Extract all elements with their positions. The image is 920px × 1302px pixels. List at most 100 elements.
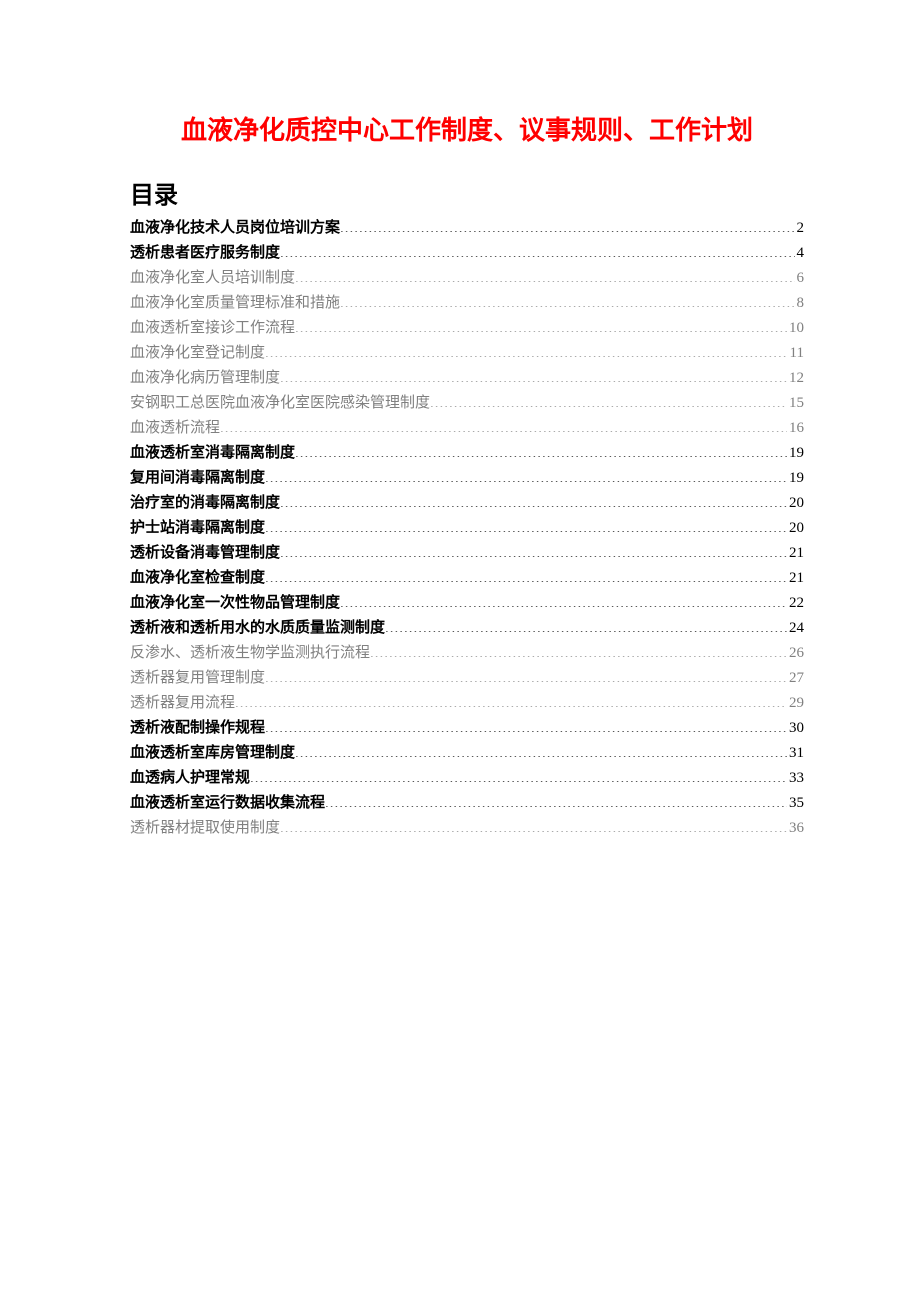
toc-item-label: 血液净化室质量管理标准和措施: [130, 291, 340, 316]
toc-item: 血液透析室库房管理制度 31: [130, 741, 804, 766]
toc-item: 血液净化室检查制度 21: [130, 566, 804, 591]
toc-item-label: 血液净化室检查制度: [130, 566, 265, 591]
toc-item-page: 21: [787, 566, 804, 591]
toc-item: 血液净化室质量管理标准和措施 8: [130, 291, 804, 316]
toc-item: 透析器复用流程 29: [130, 691, 804, 716]
toc-item-page: 21: [787, 541, 804, 566]
toc-leader-dots: [370, 642, 787, 657]
toc-leader-dots: [295, 317, 787, 332]
toc-item: 血液透析流程 16: [130, 416, 804, 441]
toc-leader-dots: [295, 442, 787, 457]
document-title: 血液净化质控中心工作制度、议事规则、工作计划: [130, 110, 804, 147]
toc-item-page: 20: [787, 516, 804, 541]
toc-item-page: 27: [787, 666, 804, 691]
toc-item: 护士站消毒隔离制度 20: [130, 516, 804, 541]
toc-item-label: 血液净化室登记制度: [130, 341, 265, 366]
toc-item: 治疗室的消毒隔离制度 20: [130, 491, 804, 516]
toc-item: 安钢职工总医院血液净化室医院感染管理制度 15: [130, 391, 804, 416]
toc-item-page: 19: [787, 466, 804, 491]
toc-item-page: 22: [787, 591, 804, 616]
toc-leader-dots: [265, 717, 787, 732]
toc-item-label: 透析液和透析用水的水质质量监测制度: [130, 616, 385, 641]
toc-leader-dots: [220, 417, 787, 432]
toc-leader-dots: [295, 267, 794, 282]
toc-leader-dots: [340, 592, 787, 607]
toc-item-label: 反渗水、透析液生物学监测执行流程: [130, 641, 370, 666]
toc-item-label: 透析器复用管理制度: [130, 666, 265, 691]
toc-item-label: 血液净化室人员培训制度: [130, 266, 295, 291]
toc-item: 透析器复用管理制度 27: [130, 666, 804, 691]
toc-item: 血液净化室登记制度 11: [130, 341, 804, 366]
toc-item-page: 36: [787, 816, 804, 841]
toc-leader-dots: [295, 742, 787, 757]
toc-item: 血液净化室人员培训制度 6: [130, 266, 804, 291]
toc-item: 血液净化室一次性物品管理制度 22: [130, 591, 804, 616]
toc-item-page: 26: [787, 641, 804, 666]
toc-item-label: 安钢职工总医院血液净化室医院感染管理制度: [130, 391, 430, 416]
toc-item-label: 透析器复用流程: [130, 691, 235, 716]
toc-item-label: 治疗室的消毒隔离制度: [130, 491, 280, 516]
toc-leader-dots: [235, 692, 787, 707]
toc-item-label: 血液净化技术人员岗位培训方案: [130, 216, 340, 241]
toc-leader-dots: [265, 467, 787, 482]
toc-item-page: 20: [787, 491, 804, 516]
toc-item: 反渗水、透析液生物学监测执行流程 26: [130, 641, 804, 666]
toc-item-page: 33: [787, 766, 804, 791]
toc-leader-dots: [265, 567, 787, 582]
toc-item-label: 透析患者医疗服务制度: [130, 241, 280, 266]
toc-leader-dots: [430, 392, 787, 407]
toc-item-page: 24: [787, 616, 804, 641]
toc-item-label: 血透病人护理常规: [130, 766, 250, 791]
toc-item-label: 复用间消毒隔离制度: [130, 466, 265, 491]
toc-item-label: 血液净化室一次性物品管理制度: [130, 591, 340, 616]
toc-item: 透析液配制操作规程 30: [130, 716, 804, 741]
toc-item-page: 8: [795, 291, 805, 316]
toc-item-label: 血液透析室运行数据收集流程: [130, 791, 325, 816]
toc-leader-dots: [265, 517, 787, 532]
toc-item-label: 血液透析流程: [130, 416, 220, 441]
toc-item-label: 血液透析室库房管理制度: [130, 741, 295, 766]
toc-item: 透析设备消毒管理制度 21: [130, 541, 804, 566]
toc-item-label: 护士站消毒隔离制度: [130, 516, 265, 541]
toc-item-page: 15: [787, 391, 804, 416]
toc-item-label: 血液净化病历管理制度: [130, 366, 280, 391]
toc-item: 血液透析室接诊工作流程 10: [130, 316, 804, 341]
toc-leader-dots: [280, 817, 787, 832]
toc-item: 透析患者医疗服务制度 4: [130, 241, 804, 266]
toc-leader-dots: [265, 342, 788, 357]
toc-item: 血液透析室运行数据收集流程 35: [130, 791, 804, 816]
toc-heading: 目录: [130, 175, 804, 210]
toc-leader-dots: [280, 242, 794, 257]
toc-item-page: 11: [788, 341, 804, 366]
toc-leader-dots: [280, 492, 787, 507]
toc-item: 血液净化技术人员岗位培训方案 2: [130, 216, 804, 241]
toc-item-page: 6: [795, 266, 805, 291]
toc-item-page: 30: [787, 716, 804, 741]
toc-item-page: 31: [787, 741, 804, 766]
toc-item-label: 血液透析室接诊工作流程: [130, 316, 295, 341]
toc-item: 复用间消毒隔离制度 19: [130, 466, 804, 491]
toc-item-page: 29: [787, 691, 804, 716]
toc-leader-dots: [280, 367, 787, 382]
toc-list: 血液净化技术人员岗位培训方案 2透析患者医疗服务制度 4血液净化室人员培训制度6…: [130, 216, 804, 841]
toc-item: 透析液和透析用水的水质质量监测制度 24: [130, 616, 804, 641]
toc-leader-dots: [265, 667, 787, 682]
toc-leader-dots: [340, 292, 794, 307]
toc-item-label: 透析液配制操作规程: [130, 716, 265, 741]
toc-item-page: 2: [795, 216, 805, 241]
toc-item-page: 10: [787, 316, 804, 341]
toc-item-page: 19: [787, 441, 804, 466]
toc-item-label: 血液透析室消毒隔离制度: [130, 441, 295, 466]
toc-item: 透析器材提取使用制度 36: [130, 816, 804, 841]
toc-item-page: 35: [787, 791, 804, 816]
toc-item: 血液透析室消毒隔离制度 19: [130, 441, 804, 466]
toc-leader-dots: [340, 217, 794, 232]
toc-item-label: 透析器材提取使用制度: [130, 816, 280, 841]
toc-item-page: 16: [787, 416, 804, 441]
toc-item: 血液净化病历管理制度12: [130, 366, 804, 391]
toc-item-page: 4: [795, 241, 805, 266]
toc-leader-dots: [385, 617, 787, 632]
toc-item-label: 透析设备消毒管理制度: [130, 541, 280, 566]
toc-item: 血透病人护理常规 33: [130, 766, 804, 791]
toc-leader-dots: [280, 542, 787, 557]
